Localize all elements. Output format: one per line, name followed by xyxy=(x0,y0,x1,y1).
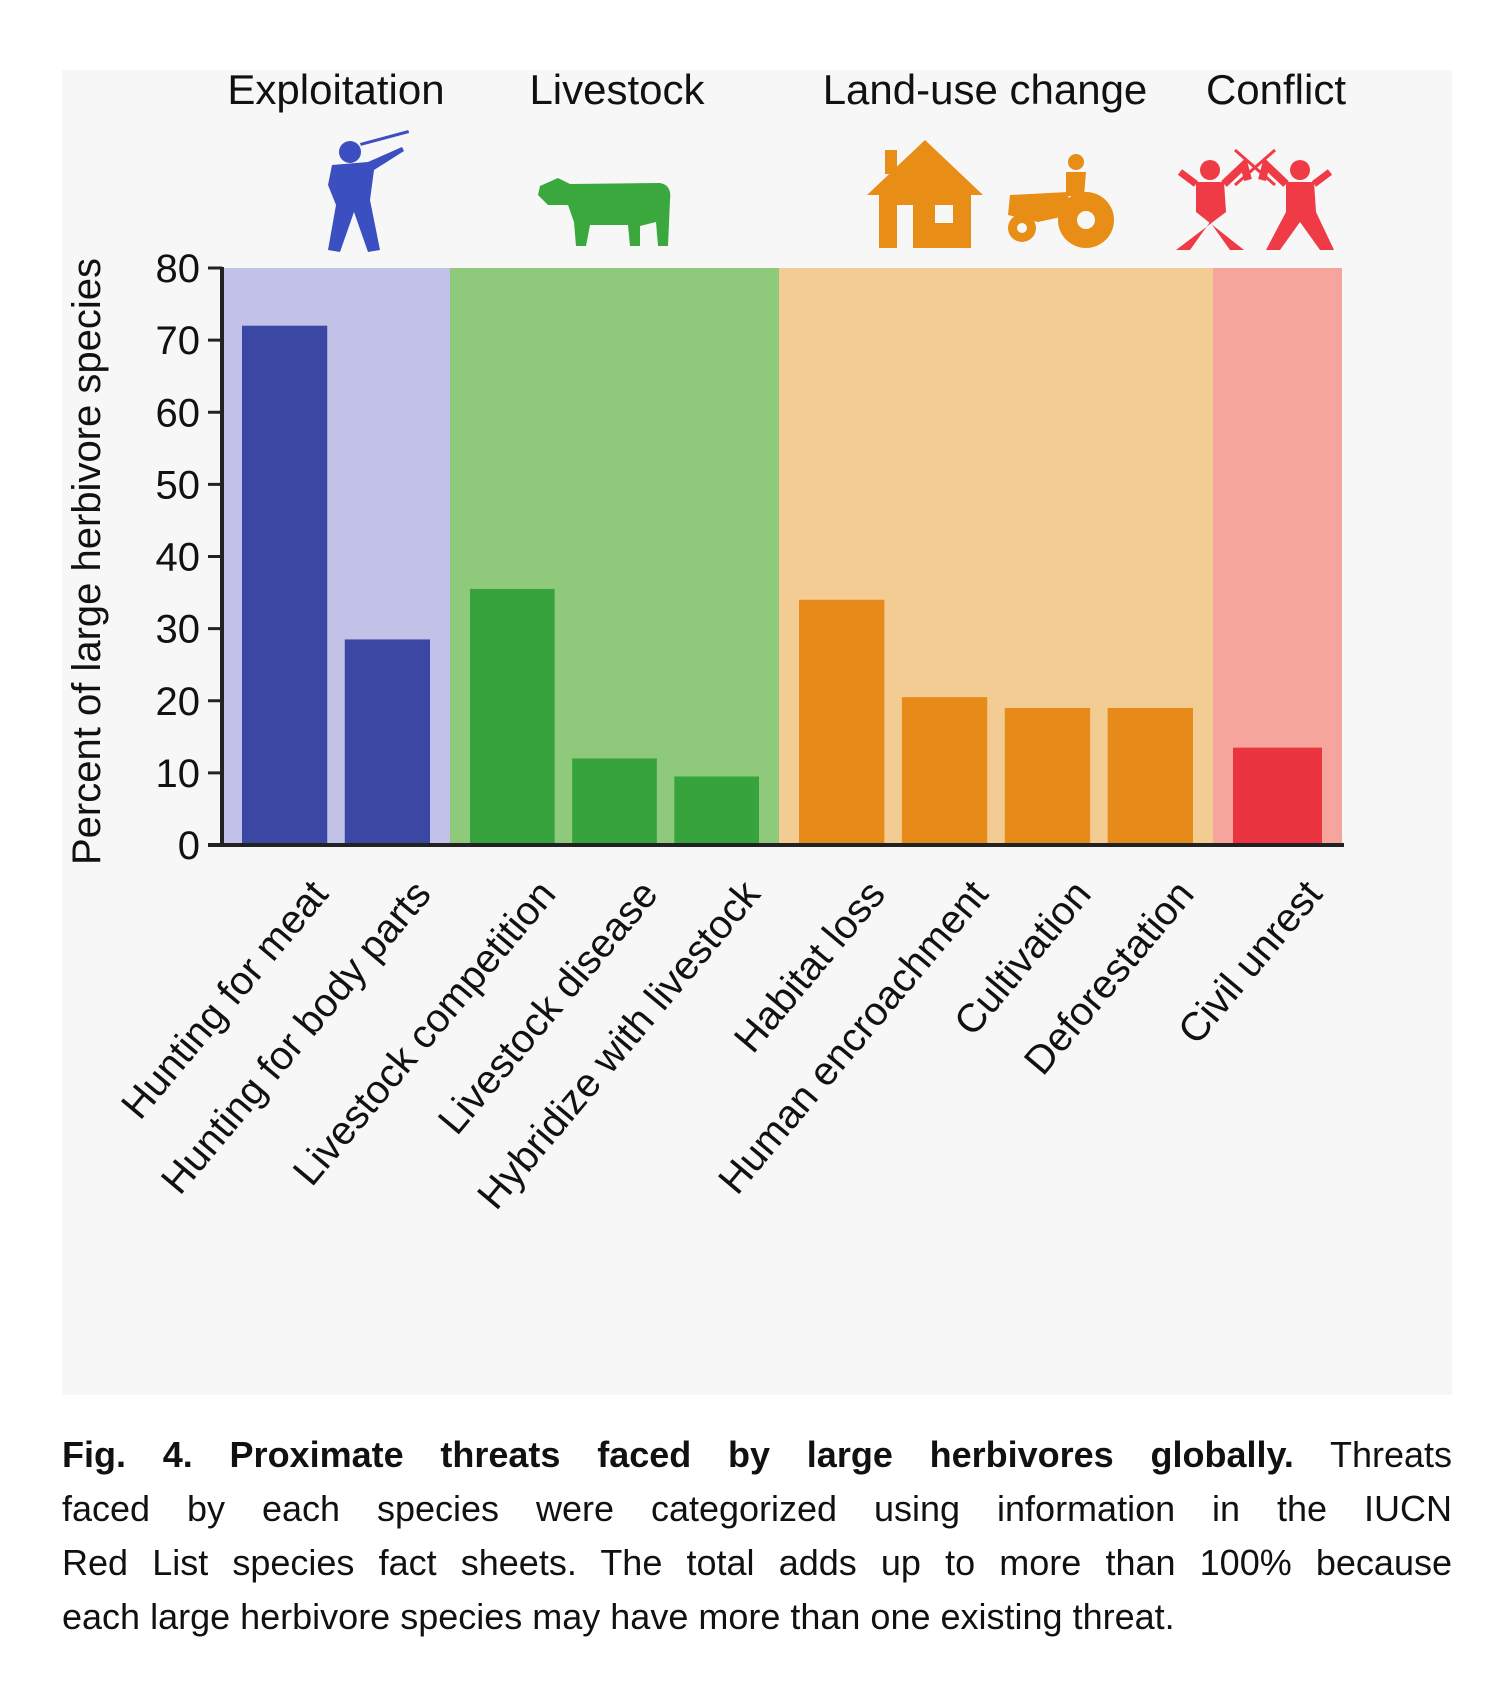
cow-icon xyxy=(538,178,671,246)
fencers-icon xyxy=(1176,148,1334,250)
bar xyxy=(470,588,555,845)
y-tick-label: 30 xyxy=(156,608,201,652)
bar xyxy=(344,639,430,845)
house-icon xyxy=(867,140,983,248)
group-label: Conflict xyxy=(1206,66,1346,113)
bar xyxy=(1233,747,1322,845)
bar xyxy=(674,776,759,845)
hunter-icon xyxy=(328,130,410,252)
y-tick-label: 40 xyxy=(156,536,201,580)
bar xyxy=(242,325,328,845)
y-tick-label: 60 xyxy=(156,391,201,435)
bar xyxy=(1004,707,1091,845)
group-label: Land-use change xyxy=(823,66,1148,113)
group-labels: Exploitation Livestock Land-use change Conf… xyxy=(227,66,1346,113)
bar xyxy=(901,697,988,845)
tractor-icon xyxy=(1008,154,1114,248)
figure-caption: Fig. 4. Proximate threats faced by large… xyxy=(62,1428,1452,1644)
caption-line-3: Red List species fact sheets. The total … xyxy=(62,1542,1452,1583)
y-tick-label: 70 xyxy=(156,319,201,363)
y-tick-label: 50 xyxy=(156,463,201,507)
caption-line-4: each large herbivore species may have mo… xyxy=(62,1596,1175,1637)
group-label: Livestock xyxy=(529,66,705,113)
group-label: Exploitation xyxy=(227,66,444,113)
y-tick-label: 20 xyxy=(156,680,201,724)
y-tick-label: 10 xyxy=(156,752,201,796)
y-axis-label: Percent of large herbivore species xyxy=(65,258,109,865)
y-ticks: 0 10 20 30 40 50 60 70 80 xyxy=(156,247,222,868)
y-tick-label: 80 xyxy=(156,247,201,291)
y-tick-label: 0 xyxy=(178,824,200,868)
bar xyxy=(799,599,885,845)
caption-line-1: Threats xyxy=(1293,1434,1452,1475)
group-icons xyxy=(328,130,1334,252)
bar xyxy=(1107,707,1193,845)
bar xyxy=(572,758,657,845)
caption-line-2: faced by each species were categorized u… xyxy=(62,1488,1452,1529)
bars xyxy=(242,325,1322,845)
caption-title: Fig. 4. Proximate threats faced by large… xyxy=(62,1434,1294,1475)
